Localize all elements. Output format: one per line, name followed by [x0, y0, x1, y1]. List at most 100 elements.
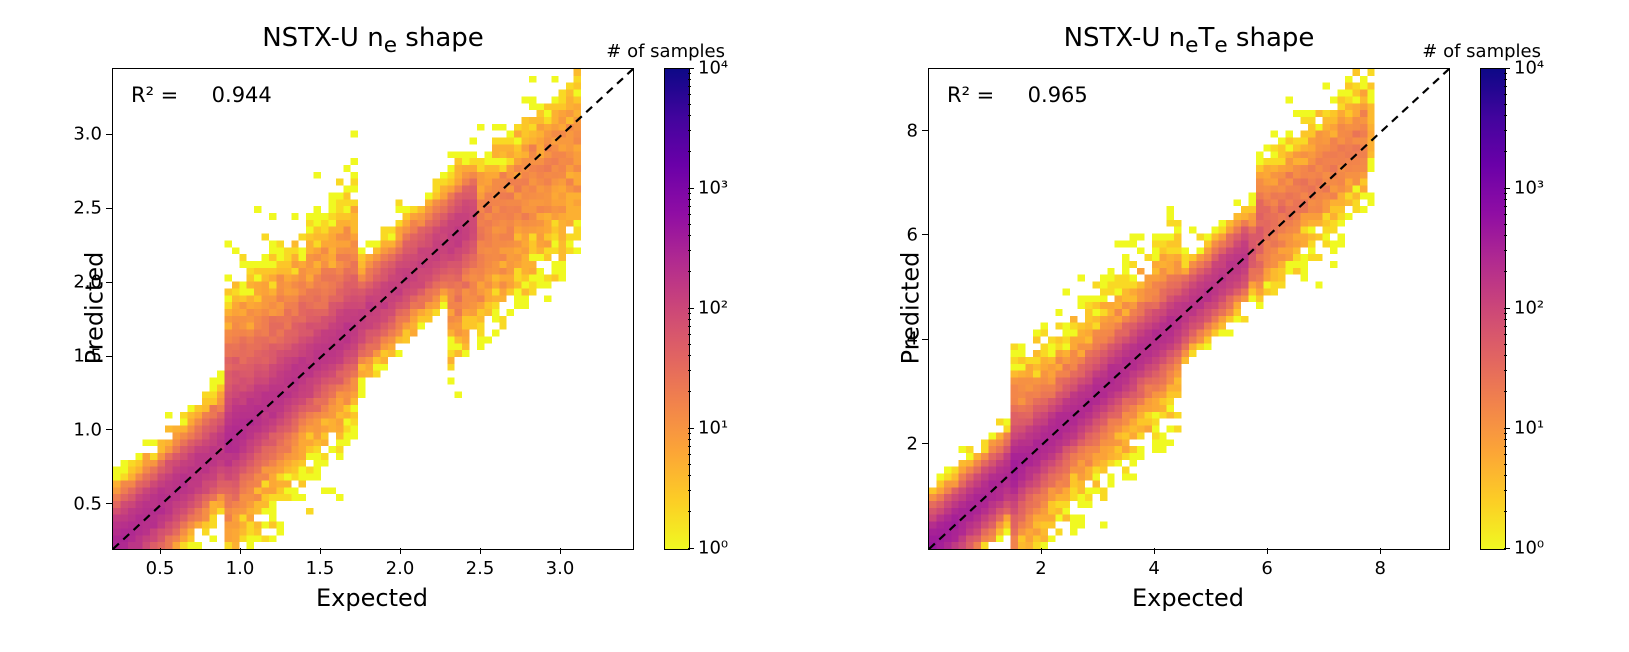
heatmap-left — [113, 69, 633, 549]
cbar-minor-tick — [688, 313, 691, 314]
cbar-minor-tick — [1504, 271, 1507, 272]
cbar-minor-tick — [688, 104, 691, 105]
cbar-tick-mark — [688, 68, 694, 69]
ytick-label: 6 — [888, 224, 918, 245]
cbar-minor-tick — [1504, 370, 1507, 371]
cbar-minor-tick — [688, 271, 691, 272]
cbar-minor-tick — [1504, 206, 1507, 207]
cbar-minor-tick — [688, 446, 691, 447]
xtick-label: 8 — [1374, 558, 1385, 579]
cbar-tick-label: 10⁰ — [1514, 538, 1544, 559]
ytick-label: 8 — [888, 120, 918, 141]
cbar-minor-tick — [1504, 224, 1507, 225]
cbar-minor-tick — [688, 433, 691, 434]
cbar-minor-tick — [688, 73, 691, 74]
cbar-tick-label: 10² — [698, 298, 728, 319]
ytick-mark — [106, 282, 112, 283]
cbar-tick-mark — [688, 428, 694, 429]
cbar-minor-tick — [688, 511, 691, 512]
cbar-minor-tick — [1504, 391, 1507, 392]
title-right: NSTX-U neTe shape — [929, 23, 1449, 58]
cbar-minor-tick — [688, 391, 691, 392]
ytick-label: 2 — [888, 433, 918, 454]
colorbar-left: # of samples — [664, 68, 690, 550]
cbar-tick-mark — [1504, 68, 1510, 69]
colorbar-right: # of samples — [1480, 68, 1506, 550]
cbar-tick-label: 10² — [1514, 298, 1544, 319]
cbar-minor-tick — [1504, 313, 1507, 314]
cbar-minor-tick — [1504, 94, 1507, 95]
cbar-minor-tick — [688, 130, 691, 131]
ytick-mark — [922, 443, 928, 444]
cbar-minor-tick — [688, 344, 691, 345]
ytick-mark — [106, 208, 112, 209]
xtick-mark — [480, 548, 481, 554]
cbar-minor-tick — [1504, 439, 1507, 440]
xtick-mark — [240, 548, 241, 554]
cbar-minor-tick — [1504, 104, 1507, 105]
cbar-minor-tick — [688, 250, 691, 251]
xtick-mark — [1154, 548, 1155, 554]
cbar-minor-tick — [1504, 79, 1507, 80]
ytick-label: 2.0 — [72, 272, 102, 293]
cbar-minor-tick — [1504, 490, 1507, 491]
cbar-minor-tick — [1504, 235, 1507, 236]
xtick-label: 6 — [1261, 558, 1272, 579]
xtick-mark — [1380, 548, 1381, 554]
cbar-tick-label: 10¹ — [1514, 418, 1544, 439]
cbar-tick-label: 10⁴ — [1514, 58, 1544, 79]
ytick-mark — [106, 503, 112, 504]
xtick-label: 3.0 — [546, 558, 575, 579]
cbar-minor-tick — [1504, 199, 1507, 200]
figure: NSTX-U ne shape R² = 0.944 Predicted Exp… — [0, 0, 1629, 652]
ytick-label: 0.5 — [72, 493, 102, 514]
cbar-minor-tick — [1504, 446, 1507, 447]
cbar-minor-tick — [1504, 326, 1507, 327]
cbar-minor-tick — [688, 464, 691, 465]
xtick-label: 4 — [1148, 558, 1159, 579]
ytick-label: 4 — [888, 329, 918, 350]
cbar-minor-tick — [1504, 344, 1507, 345]
xlabel-left: Expected — [112, 584, 632, 612]
ytick-label: 1.5 — [72, 346, 102, 367]
r2-label-right: R² = 0.965 — [947, 83, 1088, 107]
cbar-minor-tick — [688, 86, 691, 87]
cbar-tick-mark — [1504, 428, 1510, 429]
ytick-mark — [106, 429, 112, 430]
xtick-mark — [320, 548, 321, 554]
cbar-minor-tick — [1504, 319, 1507, 320]
cbar-minor-tick — [688, 151, 691, 152]
cbar-minor-tick — [688, 235, 691, 236]
cbar-minor-tick — [688, 490, 691, 491]
cbar-minor-tick — [1504, 334, 1507, 335]
cbar-minor-tick — [688, 206, 691, 207]
cbar-minor-tick — [688, 475, 691, 476]
cbar-tick-mark — [688, 548, 694, 549]
xtick-label: 2.0 — [386, 558, 415, 579]
cbar-minor-tick — [1504, 151, 1507, 152]
cbar-minor-tick — [688, 199, 691, 200]
xtick-label: 1.5 — [306, 558, 335, 579]
cbar-minor-tick — [1504, 73, 1507, 74]
cbar-minor-tick — [688, 319, 691, 320]
xtick-label: 0.5 — [146, 558, 175, 579]
xtick-label: 2.5 — [466, 558, 495, 579]
cbar-minor-tick — [1504, 433, 1507, 434]
xlabel-right: Expected — [928, 584, 1448, 612]
plot-area-right: NSTX-U neTe shape R² = 0.965 — [928, 68, 1450, 550]
cbar-minor-tick — [1504, 214, 1507, 215]
cbar-tick-label: 10³ — [1514, 178, 1544, 199]
ytick-mark — [106, 134, 112, 135]
heatmap-right — [929, 69, 1449, 549]
cbar-tick-mark — [688, 308, 694, 309]
xtick-mark — [400, 548, 401, 554]
cbar-minor-tick — [1504, 454, 1507, 455]
cbar-minor-tick — [688, 326, 691, 327]
xtick-label: 2 — [1035, 558, 1046, 579]
cbar-minor-tick — [1504, 193, 1507, 194]
cbar-minor-tick — [688, 193, 691, 194]
cbar-minor-tick — [1504, 86, 1507, 87]
ytick-mark — [922, 130, 928, 131]
cbar-tick-mark — [1504, 308, 1510, 309]
cbar-minor-tick — [1504, 250, 1507, 251]
